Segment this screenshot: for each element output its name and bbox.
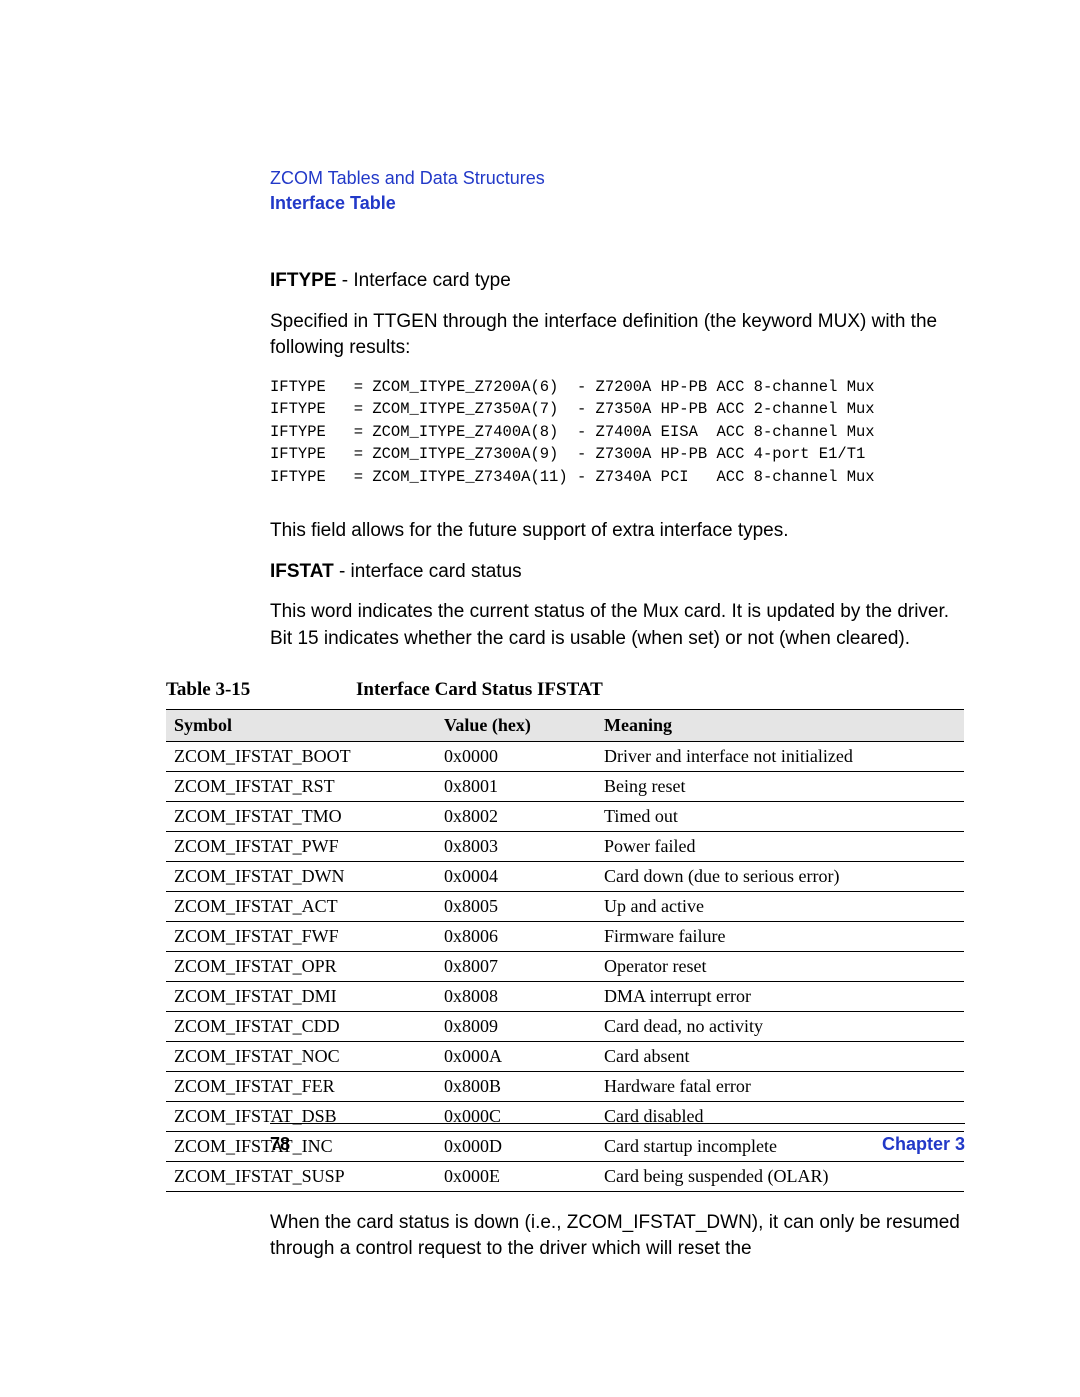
th-meaning: Meaning (596, 709, 964, 741)
td-value: 0x8005 (436, 891, 596, 921)
iftype-label: IFTYPE (270, 270, 337, 291)
td-meaning: Power failed (596, 831, 964, 861)
td-value: 0x8007 (436, 951, 596, 981)
table-row: ZCOM_IFSTAT_BOOT0x0000Driver and interfa… (166, 741, 964, 771)
table-row: ZCOM_IFSTAT_ACT0x8005Up and active (166, 891, 964, 921)
table-row: ZCOM_IFSTAT_NOC0x000ACard absent (166, 1041, 964, 1071)
td-symbol: ZCOM_IFSTAT_DWN (166, 861, 436, 891)
td-value: 0x800B (436, 1071, 596, 1101)
iftype-after: This field allows for the future support… (270, 518, 965, 545)
table-row: ZCOM_IFSTAT_PWF0x8003Power failed (166, 831, 964, 861)
td-value: 0x8002 (436, 801, 596, 831)
table-row: ZCOM_IFSTAT_RST0x8001Being reset (166, 771, 964, 801)
page-footer: 78 Chapter 3 (270, 1123, 965, 1155)
page-content: ZCOM Tables and Data Structures Interfac… (0, 0, 1080, 1263)
td-symbol: ZCOM_IFSTAT_NOC (166, 1041, 436, 1071)
ifstat-heading: IFSTAT - interface card status (270, 559, 965, 586)
breadcrumb: ZCOM Tables and Data Structures (270, 168, 965, 189)
td-value: 0x0000 (436, 741, 596, 771)
td-meaning: Being reset (596, 771, 964, 801)
chapter-label: Chapter 3 (882, 1134, 965, 1155)
ifstat-desc: This word indicates the current status o… (270, 599, 965, 652)
iftype-heading: IFTYPE - Interface card type (270, 268, 965, 295)
table-row: ZCOM_IFSTAT_CDD0x8009Card dead, no activ… (166, 1011, 964, 1041)
iftype-codeblock: IFTYPE = ZCOM_ITYPE_Z7200A(6) - Z7200A H… (270, 376, 965, 488)
td-symbol: ZCOM_IFSTAT_FWF (166, 921, 436, 951)
td-meaning: Driver and interface not initialized (596, 741, 964, 771)
table-row: ZCOM_IFSTAT_FER0x800BHardware fatal erro… (166, 1071, 964, 1101)
td-meaning: Timed out (596, 801, 964, 831)
table-caption-title: Interface Card Status IFSTAT (356, 679, 603, 700)
td-symbol: ZCOM_IFSTAT_PWF (166, 831, 436, 861)
iftype-label-desc: - Interface card type (337, 270, 511, 291)
td-meaning: DMA interrupt error (596, 981, 964, 1011)
td-symbol: ZCOM_IFSTAT_TMO (166, 801, 436, 831)
td-value: 0x8009 (436, 1011, 596, 1041)
table-row: ZCOM_IFSTAT_TMO0x8002Timed out (166, 801, 964, 831)
table-row: ZCOM_IFSTAT_DMI0x8008DMA interrupt error (166, 981, 964, 1011)
th-symbol: Symbol (166, 709, 436, 741)
ifstat-label-desc: - interface card status (334, 561, 522, 582)
td-meaning: Card being suspended (OLAR) (596, 1161, 964, 1191)
table-row: ZCOM_IFSTAT_DWN0x0004Card down (due to s… (166, 861, 964, 891)
table-row: ZCOM_IFSTAT_FWF0x8006Firmware failure (166, 921, 964, 951)
td-meaning: Card dead, no activity (596, 1011, 964, 1041)
td-symbol: ZCOM_IFSTAT_FER (166, 1071, 436, 1101)
td-value: 0x000E (436, 1161, 596, 1191)
td-meaning: Firmware failure (596, 921, 964, 951)
td-value: 0x0004 (436, 861, 596, 891)
ifstat-label: IFSTAT (270, 561, 334, 582)
td-symbol: ZCOM_IFSTAT_SUSP (166, 1161, 436, 1191)
td-value: 0x8001 (436, 771, 596, 801)
td-meaning: Operator reset (596, 951, 964, 981)
table-caption-number: Table 3-15 (166, 679, 356, 701)
td-symbol: ZCOM_IFSTAT_DMI (166, 981, 436, 1011)
td-symbol: ZCOM_IFSTAT_CDD (166, 1011, 436, 1041)
ifstat-table: Symbol Value (hex) Meaning ZCOM_IFSTAT_B… (166, 709, 964, 1192)
td-meaning: Hardware fatal error (596, 1071, 964, 1101)
table-row: ZCOM_IFSTAT_OPR0x8007Operator reset (166, 951, 964, 981)
td-symbol: ZCOM_IFSTAT_BOOT (166, 741, 436, 771)
table-header-row: Symbol Value (hex) Meaning (166, 709, 964, 741)
td-value: 0x8003 (436, 831, 596, 861)
after-table-text: When the card status is down (i.e., ZCOM… (270, 1210, 965, 1263)
td-value: 0x8008 (436, 981, 596, 1011)
th-value: Value (hex) (436, 709, 596, 741)
td-symbol: ZCOM_IFSTAT_ACT (166, 891, 436, 921)
page-number: 78 (270, 1134, 290, 1154)
td-meaning: Card absent (596, 1041, 964, 1071)
section-title: Interface Table (270, 193, 965, 214)
td-meaning: Up and active (596, 891, 964, 921)
table-row: ZCOM_IFSTAT_SUSP0x000ECard being suspend… (166, 1161, 964, 1191)
table-caption: Table 3-15Interface Card Status IFSTAT (166, 679, 965, 701)
iftype-intro: Specified in TTGEN through the interface… (270, 309, 965, 362)
td-symbol: ZCOM_IFSTAT_RST (166, 771, 436, 801)
td-symbol: ZCOM_IFSTAT_OPR (166, 951, 436, 981)
td-meaning: Card down (due to serious error) (596, 861, 964, 891)
td-value: 0x8006 (436, 921, 596, 951)
td-value: 0x000A (436, 1041, 596, 1071)
